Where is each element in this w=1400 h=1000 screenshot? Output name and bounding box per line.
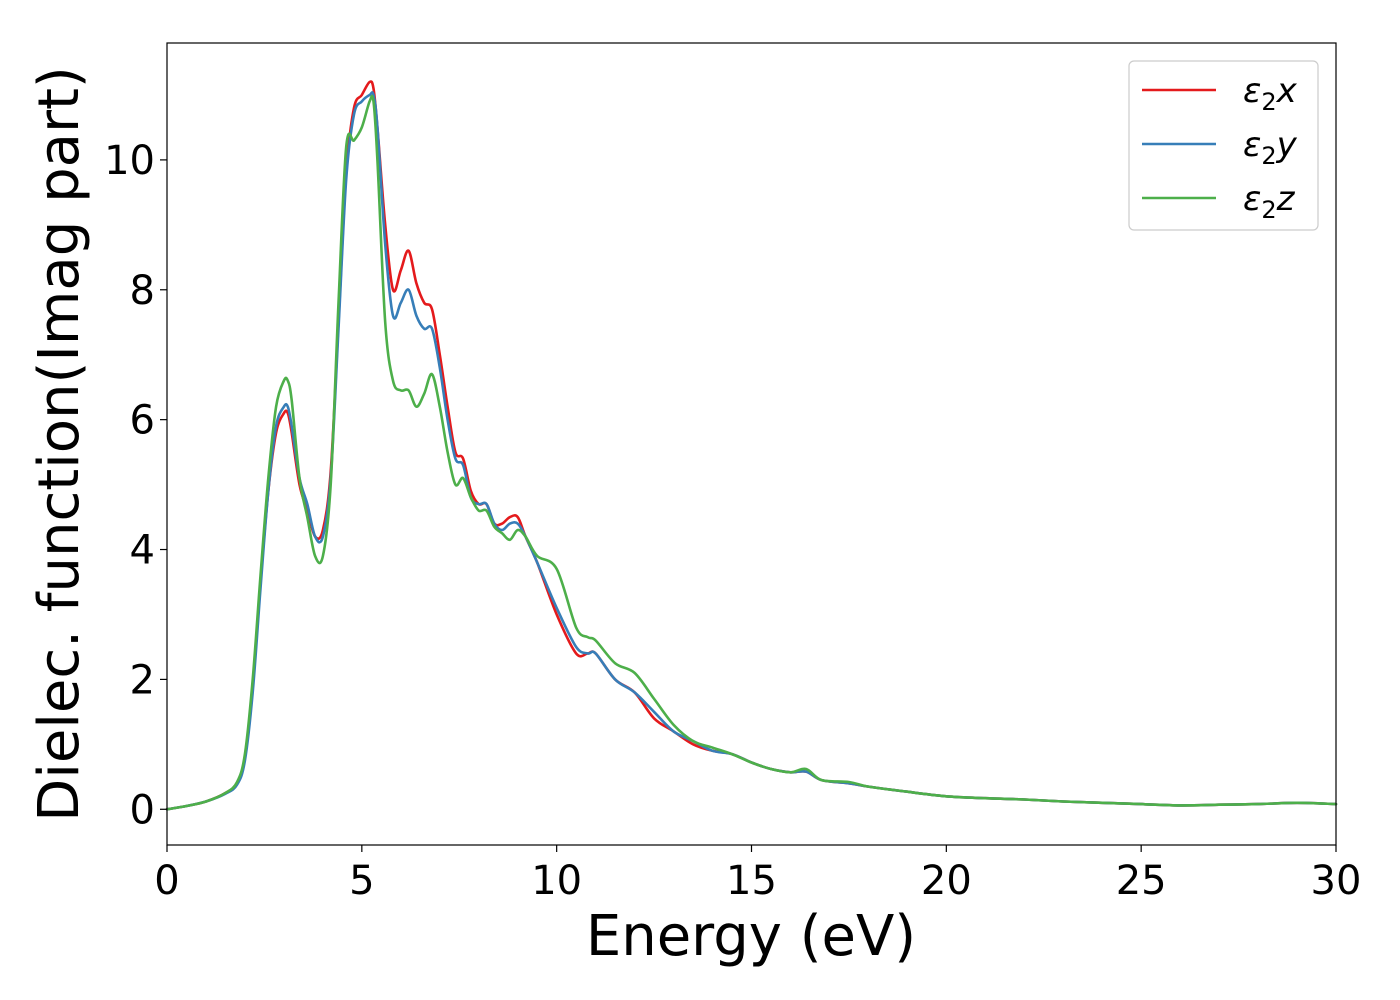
- legend-label-y: ε2y: [1243, 125, 1298, 170]
- legend-frame: [1128, 60, 1319, 231]
- x-tick-label: 10: [531, 858, 582, 904]
- series-layer: [165, 80, 1338, 811]
- y-tick-label: 8: [130, 268, 155, 314]
- x-tick-label: 5: [349, 858, 374, 904]
- x-axis-label: Energy (eV): [586, 904, 916, 969]
- x-tick-label: 20: [921, 858, 972, 904]
- x-tick-label: 25: [1116, 858, 1167, 904]
- legend-label-x: ε2x: [1243, 71, 1298, 116]
- legend-label-z: ε2z: [1243, 179, 1296, 224]
- x-tick-label: 15: [726, 858, 777, 904]
- y-axis: 0 2 4 6 8 10: [104, 138, 167, 833]
- x-tick-label: 0: [154, 858, 179, 904]
- y-axis-label: Dielec. function(Imag part): [27, 66, 92, 822]
- y-tick-label: 0: [130, 787, 155, 833]
- y-tick-label: 10: [104, 138, 155, 184]
- x-tick-label: 30: [1311, 858, 1362, 904]
- y-tick-label: 4: [130, 528, 155, 574]
- x-axis: 0 5 10 15 20 25 30: [154, 845, 1361, 904]
- legend: ε2x ε2y ε2z: [1128, 60, 1319, 231]
- y-tick-label: 2: [130, 657, 155, 703]
- series-line-z: [165, 94, 1338, 811]
- y-tick-label: 6: [130, 398, 155, 444]
